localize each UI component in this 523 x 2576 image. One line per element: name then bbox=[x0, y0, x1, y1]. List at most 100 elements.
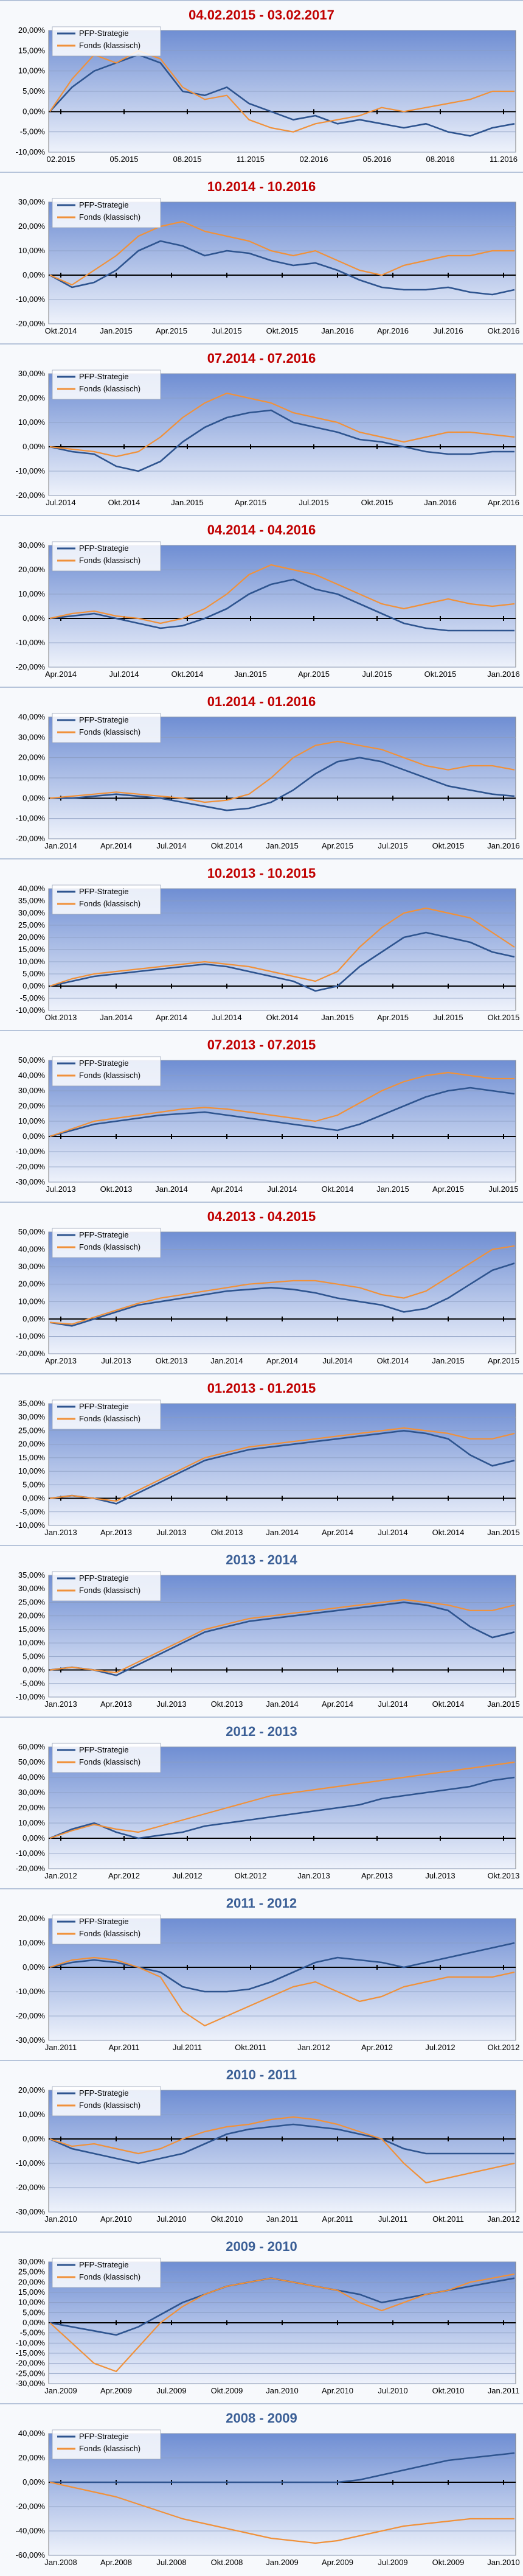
chart-panel: 2010 - 2011 -30,00% -20,00% -10,00% 0,00% 10,… bbox=[0, 2060, 523, 2233]
x-tick-label: 08.2016 bbox=[426, 155, 455, 164]
x-tick-label: Jan.2014 bbox=[266, 1699, 299, 1709]
y-tick-label: 20,00% bbox=[18, 2277, 46, 2286]
chart-panel: 10.2013 - 10.2015 -10,00% -5,00% 0,00% 5,00%… bbox=[0, 858, 523, 1031]
x-tick-label: Jul.2015 bbox=[433, 1013, 463, 1022]
legend: PFP-Strategie Fonds (klassisch) bbox=[52, 1743, 161, 1773]
x-tick-label: Apr.2009 bbox=[322, 2558, 353, 2567]
y-tick-label: 0,00% bbox=[23, 1833, 45, 1843]
y-tick-label: 50,00% bbox=[18, 1757, 46, 1766]
x-tick-label: Apr.2015 bbox=[235, 498, 266, 507]
legend-box bbox=[52, 369, 161, 400]
x-tick-label: Okt.2012 bbox=[235, 1871, 267, 1880]
series-line-fonds bbox=[49, 740, 515, 803]
y-tick-label: 0,00% bbox=[23, 793, 45, 802]
legend: PFP-Strategie Fonds (klassisch) bbox=[52, 541, 161, 572]
series-line-strategie bbox=[50, 2452, 515, 2483]
y-tick-label: 20,00% bbox=[18, 222, 46, 231]
x-tick-label: Jul.2013 bbox=[156, 1528, 186, 1537]
x-tick-label: Apr.2015 bbox=[432, 1185, 464, 1194]
legend-label-fonds: Fonds (klassisch) bbox=[79, 1242, 140, 1251]
y-tick-label: 20,00% bbox=[18, 753, 46, 762]
y-tick-label: 0,00% bbox=[23, 2477, 45, 2487]
x-tick-label: Jan.2014 bbox=[266, 1528, 299, 1537]
x-tick-label: Okt.2014 bbox=[266, 1013, 299, 1022]
series-line-fonds bbox=[49, 907, 515, 987]
x-tick-label: Jul.2013 bbox=[425, 1871, 455, 1880]
y-tick-label: 30,00% bbox=[18, 1262, 46, 1271]
chart-panel: 01.2013 - 01.2015 -10,00% -5,00% 0,00% 5,00%… bbox=[0, 1373, 523, 1546]
chart-panel: 2012 - 2013 -20,00% -10,00% 0,00% 10,00% 20,0… bbox=[0, 1717, 523, 1889]
y-tick-label: -5,00% bbox=[20, 1679, 46, 1688]
y-tick-label: 10,00% bbox=[18, 1938, 46, 1947]
y-tick-label: 30,00% bbox=[18, 1788, 46, 1797]
x-tick-label: Jan.2014 bbox=[155, 1185, 188, 1194]
y-tick-label: -10,00% bbox=[16, 638, 46, 647]
x-tick-label: Okt.2013 bbox=[211, 1528, 243, 1537]
chart-title: 01.2014 - 01.2016 bbox=[207, 694, 316, 709]
y-tick-label: 0,00% bbox=[23, 270, 45, 279]
y-tick-label: -20,00% bbox=[16, 2359, 46, 2368]
y-tick-label: -15,00% bbox=[16, 2348, 46, 2357]
legend-label-strategie: PFP-Strategie bbox=[79, 1402, 129, 1411]
legend-box bbox=[52, 1571, 161, 1601]
legend-box bbox=[52, 884, 161, 915]
chart-title: 04.2014 - 04.2016 bbox=[207, 522, 316, 537]
line-chart: 2009 - 2010-30,00%-25,00%-20,00%-15,00%-… bbox=[16, 2239, 520, 2395]
line-chart: 2010 - 2011 -30,00% -20,00% -10,00% 0,00% 10,… bbox=[16, 2067, 520, 2224]
y-tick-label: 5,00% bbox=[23, 1480, 45, 1489]
line-chart: 10.2014 - 10.2016 -20,00% -10,00% 0,00% 10,0… bbox=[16, 179, 520, 335]
legend-label-fonds: Fonds (klassisch) bbox=[79, 1586, 140, 1595]
x-tick-label: Apr.2011 bbox=[108, 2043, 139, 2052]
x-tick-label: Jan.2008 bbox=[44, 2558, 77, 2567]
x-tick-label: Okt.2014 bbox=[377, 1356, 409, 1365]
y-tick-label: -20,00% bbox=[16, 1162, 46, 1171]
chart-panel: 07.2014 - 07.2016 -20,00% -10,00% 0,00% 10,0… bbox=[0, 343, 523, 516]
x-tick-label: Jul.2015 bbox=[299, 498, 328, 507]
x-tick-label: Apr.2010 bbox=[100, 2214, 132, 2224]
chart-panel: 2013 - 2014 -10,00% -5,00% 0,00% 5,00% 10,00%… bbox=[0, 1545, 523, 1718]
y-tick-label: 10,00% bbox=[18, 418, 46, 427]
x-tick-label: Jul.2009 bbox=[378, 2558, 407, 2567]
x-tick-label: Apr.2015 bbox=[488, 1356, 519, 1365]
series-line-fonds bbox=[49, 2273, 515, 2373]
y-tick-label: 0,00% bbox=[23, 442, 45, 451]
x-tick-label: Jan.2016 bbox=[487, 841, 520, 850]
chart-panel: 04.2013 - 04.2015 -20,00% -10,00% 0,00% 10,0… bbox=[0, 1202, 523, 1374]
x-tick-label: Jan.2015 bbox=[487, 1528, 520, 1537]
legend-box bbox=[52, 1228, 161, 1258]
x-tick-label: Jan.2015 bbox=[432, 1356, 465, 1365]
x-tick-label: Jan.2013 bbox=[44, 1699, 77, 1709]
series-line-strategie bbox=[49, 1262, 515, 1327]
x-tick-label: Apr.2016 bbox=[488, 498, 519, 507]
y-tick-label: 10,00% bbox=[18, 589, 46, 598]
x-tick-label: Jan.2016 bbox=[424, 498, 457, 507]
x-tick-label: Okt.2016 bbox=[488, 326, 520, 335]
legend-box bbox=[52, 1399, 161, 1430]
line-chart: 2012 - 2013 -20,00% -10,00% 0,00% 10,00% 20,0… bbox=[16, 1724, 520, 1880]
x-tick-label: 05.2016 bbox=[363, 155, 392, 164]
y-tick-label: 30,00% bbox=[18, 197, 46, 206]
x-tick-label: Okt.2014 bbox=[45, 326, 77, 335]
x-tick-label: Okt.2015 bbox=[432, 841, 465, 850]
x-tick-label: Okt.2013 bbox=[45, 1013, 77, 1022]
y-tick-label: 10,00% bbox=[18, 1297, 46, 1306]
x-tick-label: Okt.2011 bbox=[235, 2043, 266, 2052]
legend-label-fonds: Fonds (klassisch) bbox=[79, 2444, 140, 2453]
x-tick-label: Apr.2012 bbox=[361, 2043, 393, 2052]
y-tick-label: 0,00% bbox=[23, 1132, 45, 1141]
y-tick-label: 35,00% bbox=[18, 1399, 46, 1408]
y-tick-label: -5,00% bbox=[20, 127, 46, 136]
y-tick-label: -20,00% bbox=[16, 491, 46, 500]
y-tick-label: 30,00% bbox=[18, 1086, 46, 1095]
y-tick-label: 10,00% bbox=[18, 66, 46, 75]
x-tick-label: Apr.2014 bbox=[322, 1528, 353, 1537]
x-tick-label: Jul.2014 bbox=[109, 670, 139, 679]
series-line-strategie bbox=[49, 240, 515, 296]
y-tick-label: 15,00% bbox=[18, 46, 46, 55]
y-tick-label: -5,00% bbox=[20, 993, 46, 1003]
x-tick-label: Apr.2014 bbox=[45, 670, 77, 679]
chart-title: 07.2013 - 07.2015 bbox=[207, 1037, 316, 1052]
x-tick-label: Apr.2014 bbox=[322, 1699, 353, 1709]
legend-box bbox=[52, 198, 161, 228]
y-tick-label: 50,00% bbox=[18, 1227, 46, 1236]
